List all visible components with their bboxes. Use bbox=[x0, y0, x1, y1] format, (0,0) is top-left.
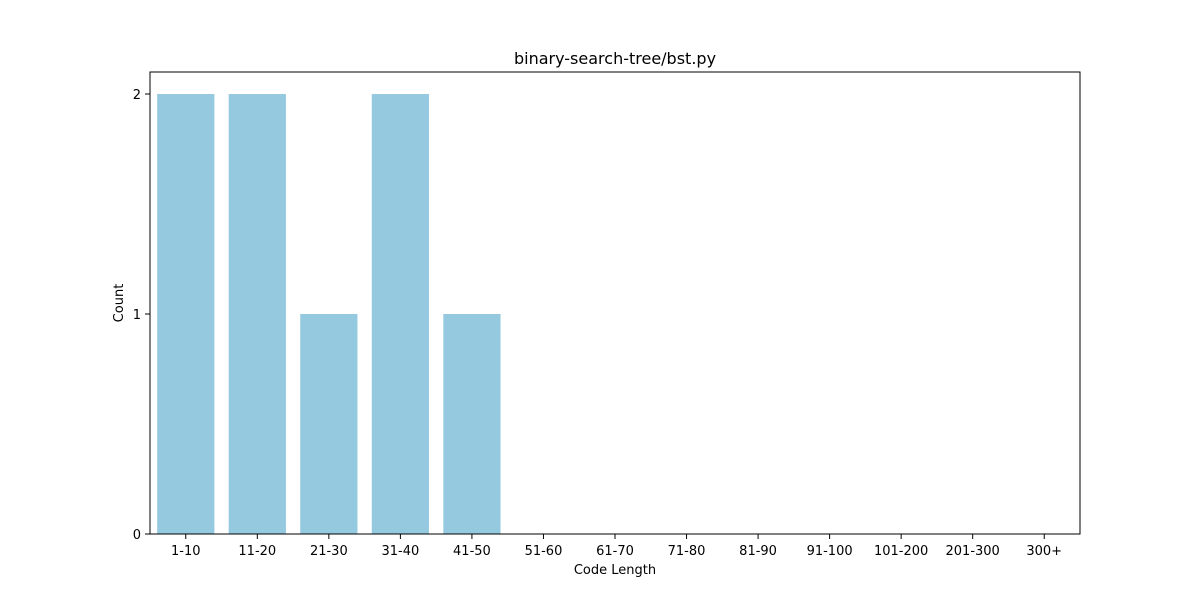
x-tick-label: 91-100 bbox=[807, 544, 853, 559]
x-tick-label: 11-20 bbox=[238, 544, 276, 559]
x-tick-label: 101-200 bbox=[874, 544, 928, 559]
x-tick-label: 81-90 bbox=[739, 544, 777, 559]
x-axis-ticks: 1-10 11-20 21-30 31-40 41-50 51-60 61-70 71-80 8… bbox=[171, 534, 1062, 559]
x-axis-label: Code Length bbox=[574, 563, 656, 578]
y-axis-label: Count bbox=[112, 284, 127, 323]
bar-31-40 bbox=[371, 94, 429, 534]
y-tick-label: 0 bbox=[133, 528, 141, 543]
bar-1-10 bbox=[157, 94, 215, 534]
x-tick-label: 41-50 bbox=[453, 544, 491, 559]
plot-frame bbox=[149, 71, 1081, 535]
bar-21-30 bbox=[300, 314, 358, 534]
x-tick-label: 31-40 bbox=[381, 544, 419, 559]
bars-layer bbox=[157, 94, 501, 534]
bar-11-20 bbox=[228, 94, 286, 534]
x-tick-label: 61-70 bbox=[596, 544, 634, 559]
y-axis-ticks: 0 1 2 bbox=[133, 88, 150, 543]
x-tick-label: 51-60 bbox=[525, 544, 563, 559]
x-tick-label: 71-80 bbox=[668, 544, 706, 559]
x-tick-label: 201-300 bbox=[946, 544, 1000, 559]
y-tick-label: 1 bbox=[133, 308, 141, 323]
chart-title: binary-search-tree/bst.py bbox=[514, 49, 716, 68]
x-tick-label: 300+ bbox=[1026, 544, 1062, 559]
x-tick-label: 21-30 bbox=[310, 544, 348, 559]
x-tick-label: 1-10 bbox=[171, 544, 201, 559]
y-tick-label: 2 bbox=[133, 88, 141, 103]
bar-41-50 bbox=[443, 314, 501, 534]
